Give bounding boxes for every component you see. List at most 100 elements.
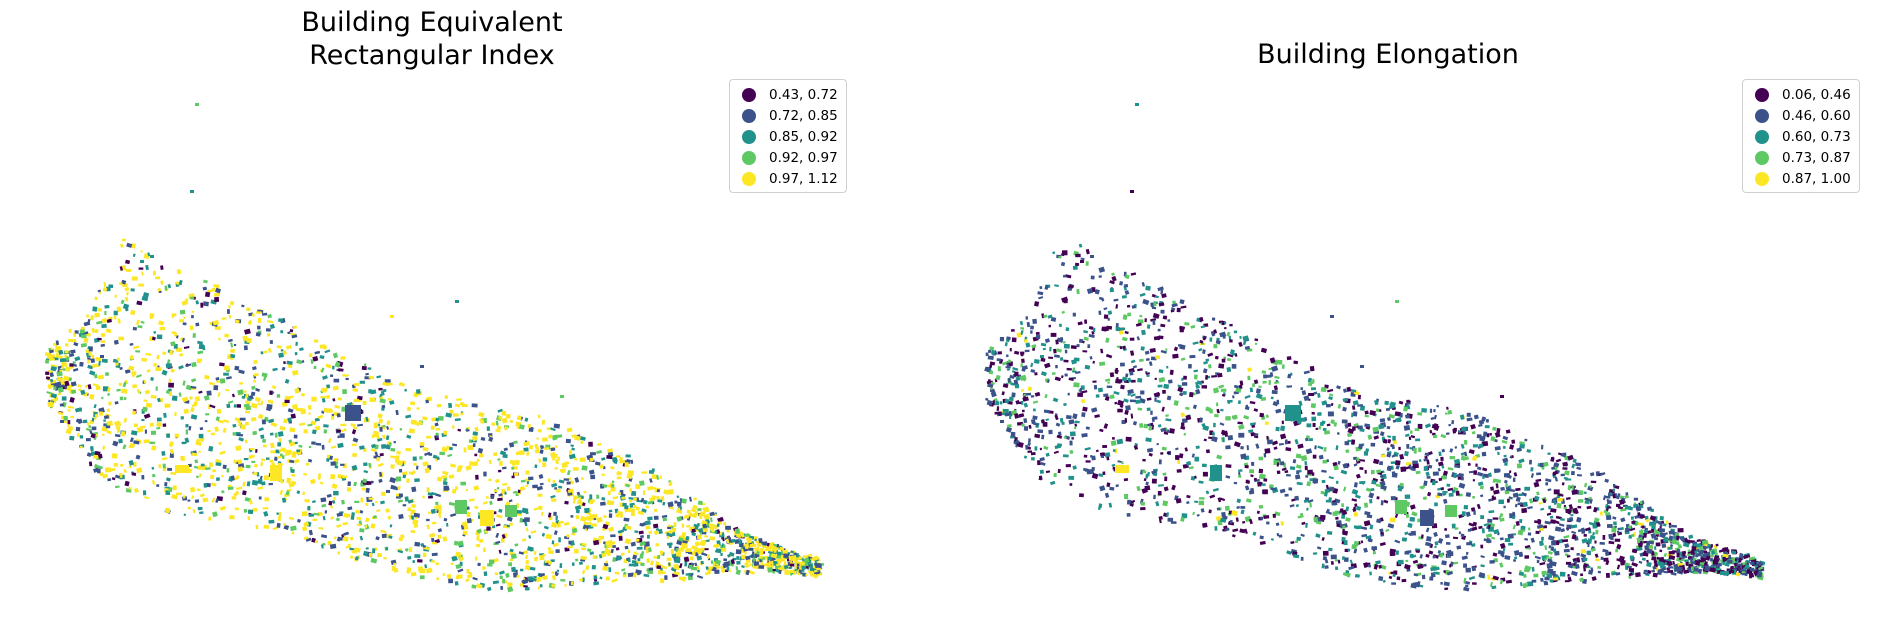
building-footprint <box>1255 393 1263 400</box>
building-footprint <box>459 561 463 567</box>
building-footprint <box>343 531 350 536</box>
circle-marker-icon <box>742 108 756 123</box>
building-footprint <box>1440 487 1445 491</box>
building-footprint <box>354 383 360 387</box>
building-footprint <box>448 578 454 584</box>
building-footprint <box>539 449 544 454</box>
building-footprint <box>1410 434 1416 439</box>
building-footprint <box>511 566 516 572</box>
building-footprint <box>379 471 383 477</box>
building-footprint <box>1378 564 1382 569</box>
building-footprint <box>239 417 246 421</box>
building-footprint <box>660 567 663 571</box>
building-footprint <box>432 454 438 459</box>
building-footprint <box>191 310 195 314</box>
building-footprint <box>1429 408 1433 413</box>
building-footprint <box>1037 291 1044 296</box>
building-footprint <box>330 374 334 377</box>
building-footprint <box>291 454 297 458</box>
building-footprint <box>492 580 499 585</box>
building-footprint <box>376 375 382 379</box>
building-footprint <box>1354 494 1361 499</box>
building-footprint <box>508 442 515 448</box>
building-footprint <box>989 346 995 351</box>
building-footprint <box>1580 549 1587 554</box>
building-footprint <box>1072 367 1076 371</box>
map-panel-elongation: Building Elongation 0.06, 0.46 0.46, 0.6… <box>940 0 1880 629</box>
building-footprint <box>430 508 436 514</box>
building-footprint <box>372 430 378 434</box>
building-footprint <box>1453 458 1461 465</box>
building-footprint <box>171 315 175 319</box>
building-footprint <box>108 401 112 406</box>
building-footprint <box>441 446 446 452</box>
building-footprint <box>520 479 526 483</box>
building-footprint <box>678 537 684 542</box>
building-footprint <box>278 352 284 358</box>
building-footprint <box>219 378 226 384</box>
building-footprint <box>554 445 558 449</box>
building-footprint <box>1546 512 1552 516</box>
building-footprint <box>257 486 264 490</box>
building-footprint <box>243 345 248 351</box>
building-footprint <box>101 318 108 324</box>
building-footprint <box>402 504 407 507</box>
building-footprint <box>94 329 99 334</box>
building-footprint <box>1442 498 1448 504</box>
building-footprint <box>1209 494 1216 499</box>
building-footprint <box>693 549 700 553</box>
building-footprint <box>1432 555 1437 559</box>
building-footprint <box>128 459 134 466</box>
building-footprint <box>1094 414 1100 418</box>
building-footprint <box>1171 484 1176 491</box>
building-footprint <box>1153 391 1161 398</box>
building-footprint <box>1388 571 1391 575</box>
circle-marker-icon <box>742 87 756 102</box>
building-footprint <box>475 556 478 561</box>
building-footprint <box>1494 431 1501 438</box>
building-footprint <box>276 522 281 528</box>
building-footprint <box>1127 312 1132 317</box>
building-footprint <box>702 523 708 529</box>
building-footprint <box>609 500 615 506</box>
building-footprint <box>668 481 673 487</box>
building-footprint <box>1749 561 1755 564</box>
building-footprint <box>581 569 586 575</box>
building-footprint <box>1143 423 1148 429</box>
building-footprint <box>1552 548 1557 553</box>
building-footprint <box>741 565 745 569</box>
building-footprint <box>1372 426 1379 433</box>
building-footprint <box>1594 553 1599 558</box>
building-footprint <box>1341 503 1345 508</box>
building-footprint <box>166 433 170 438</box>
building-footprint <box>537 586 541 590</box>
building-footprint <box>523 447 529 452</box>
building-footprint <box>1180 412 1186 418</box>
building-footprint <box>194 396 201 402</box>
building-footprint <box>775 569 780 573</box>
building-footprint <box>646 558 651 564</box>
building-footprint <box>645 545 649 550</box>
building-footprint <box>564 547 570 552</box>
building-footprint <box>454 418 461 422</box>
building-footprint <box>287 331 291 335</box>
building-footprint <box>987 379 992 384</box>
building-footprint <box>1540 507 1545 511</box>
building-footprint <box>1541 570 1547 576</box>
building-footprint <box>1451 419 1455 425</box>
building-footprint <box>1735 571 1741 577</box>
building-footprint <box>286 360 293 365</box>
building-footprint <box>405 548 409 552</box>
building-footprint <box>566 481 571 485</box>
building-footprint <box>1238 341 1243 348</box>
building-footprint <box>1429 429 1433 434</box>
building-footprint <box>1335 516 1339 520</box>
building-footprint <box>1602 535 1606 540</box>
building-footprint <box>1347 422 1352 427</box>
building-footprint <box>794 552 797 556</box>
building-footprint <box>86 452 92 457</box>
building-footprint <box>1443 581 1450 587</box>
building-footprint <box>1240 509 1245 515</box>
building-footprint <box>1593 506 1598 513</box>
building-footprint <box>297 518 301 523</box>
